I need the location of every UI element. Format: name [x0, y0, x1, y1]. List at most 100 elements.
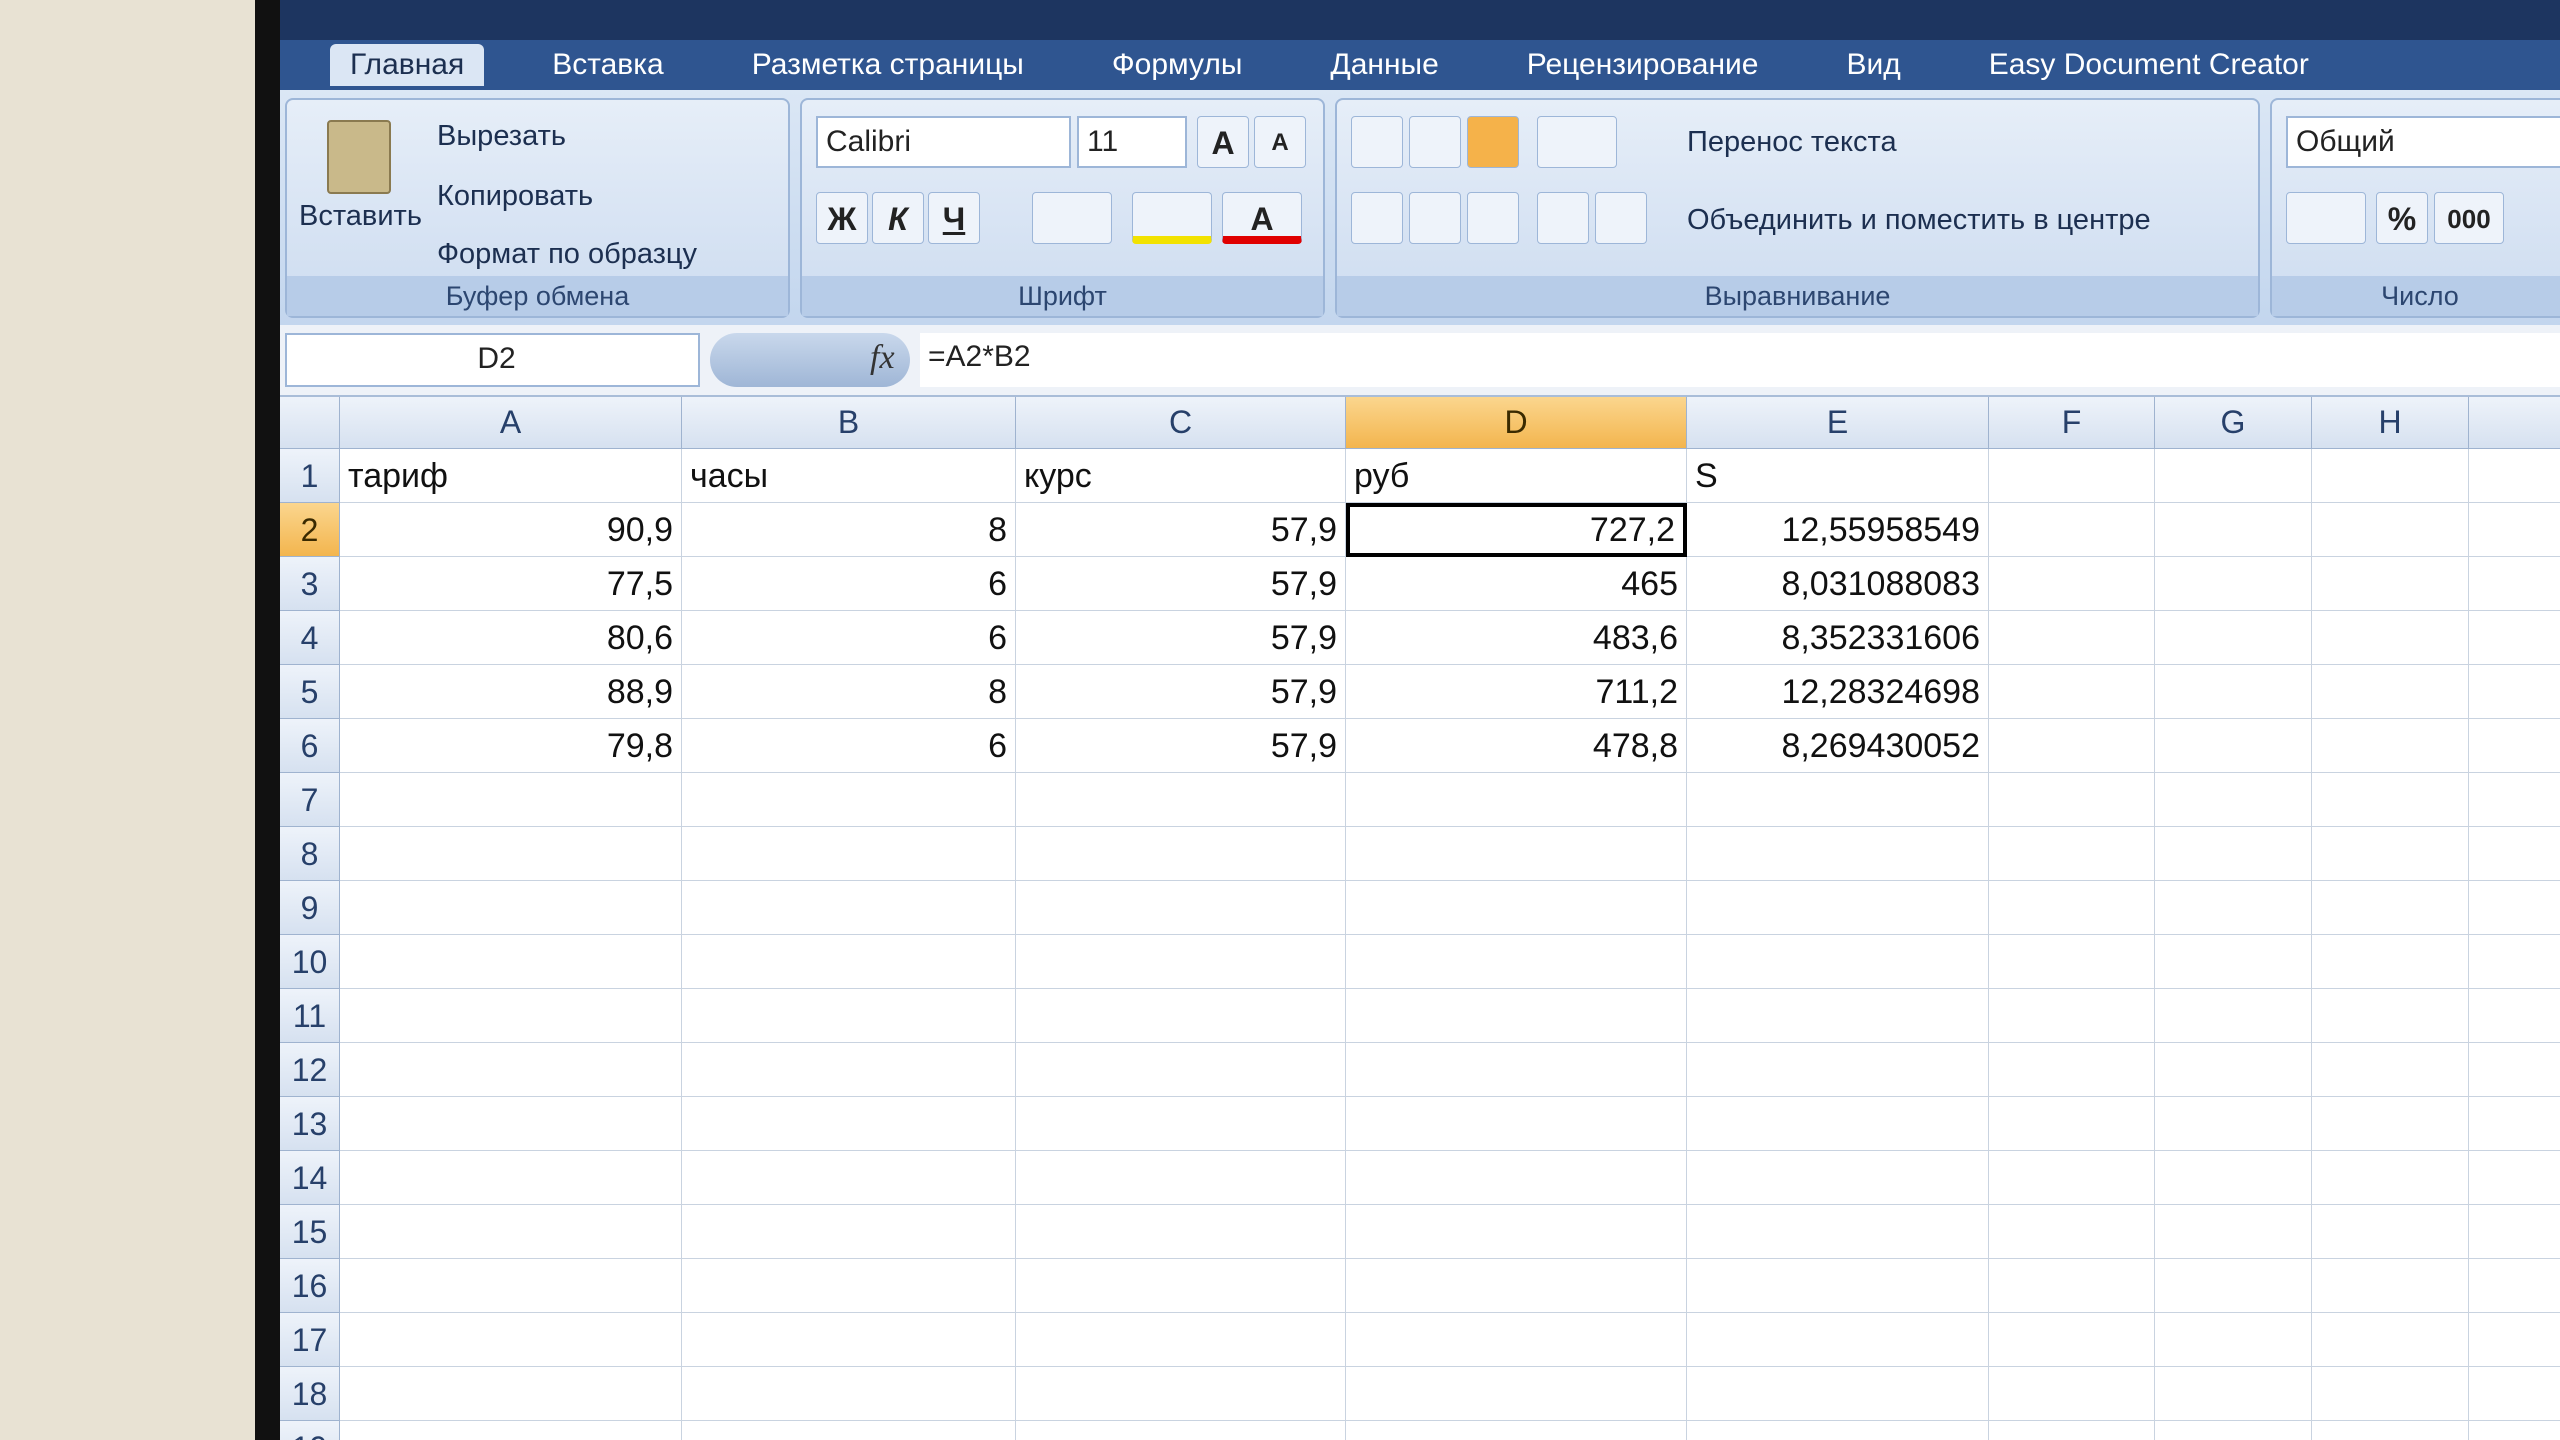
cell[interactable] [1016, 935, 1346, 989]
row-header[interactable]: 11 [280, 989, 340, 1043]
cell[interactable]: 57,9 [1016, 611, 1346, 665]
cell[interactable] [1016, 1097, 1346, 1151]
cell[interactable] [1989, 1097, 2155, 1151]
column-header[interactable]: F [1989, 397, 2155, 449]
cell[interactable] [2155, 719, 2312, 773]
cell[interactable] [2312, 1097, 2469, 1151]
active-cell[interactable]: 727,2 [1346, 503, 1687, 557]
ribbon-tab[interactable]: Главная [330, 44, 485, 86]
orientation-button[interactable] [1537, 116, 1617, 168]
cell[interactable] [2312, 1205, 2469, 1259]
cell[interactable]: 8,269430052 [1687, 719, 1989, 773]
align-left-button[interactable] [1351, 192, 1403, 244]
fx-button[interactable]: fx [870, 339, 895, 376]
cell[interactable] [682, 827, 1016, 881]
cell[interactable] [2469, 1421, 2560, 1440]
cell[interactable] [1016, 1259, 1346, 1313]
cell[interactable] [1989, 1043, 2155, 1097]
cell[interactable] [340, 1097, 682, 1151]
cell[interactable] [340, 827, 682, 881]
cell[interactable] [1346, 1205, 1687, 1259]
cell[interactable] [1016, 773, 1346, 827]
row-header[interactable]: 5 [280, 665, 340, 719]
align-right-button[interactable] [1467, 192, 1519, 244]
cell[interactable] [1016, 827, 1346, 881]
row-header[interactable]: 19 [280, 1421, 340, 1440]
name-box[interactable]: D2 [285, 333, 700, 387]
cell[interactable] [1346, 1421, 1687, 1440]
cell[interactable]: 6 [682, 557, 1016, 611]
cell[interactable]: 57,9 [1016, 719, 1346, 773]
cell[interactable]: 8 [682, 503, 1016, 557]
cell[interactable] [2155, 1151, 2312, 1205]
cell[interactable] [1687, 1043, 1989, 1097]
cell[interactable] [1989, 1259, 2155, 1313]
cell[interactable] [682, 1259, 1016, 1313]
cell[interactable] [340, 773, 682, 827]
cell[interactable] [340, 881, 682, 935]
cell[interactable] [2312, 503, 2469, 557]
cell[interactable] [1687, 881, 1989, 935]
cell[interactable] [2312, 1259, 2469, 1313]
cell[interactable] [1989, 881, 2155, 935]
cell[interactable] [1989, 557, 2155, 611]
ribbon-tab[interactable]: Формулы [1111, 48, 1243, 81]
cell[interactable]: 8,031088083 [1687, 557, 1989, 611]
cell[interactable] [2469, 1313, 2560, 1367]
cell[interactable]: руб [1346, 449, 1687, 503]
cell[interactable]: 12,55958549 [1687, 503, 1989, 557]
cell[interactable] [682, 881, 1016, 935]
cell[interactable] [340, 935, 682, 989]
cell[interactable] [1346, 1043, 1687, 1097]
cell[interactable] [1016, 881, 1346, 935]
cell[interactable] [1687, 1259, 1989, 1313]
cell[interactable] [2155, 1205, 2312, 1259]
cell[interactable] [682, 1205, 1016, 1259]
cell[interactable] [1687, 1097, 1989, 1151]
cell[interactable] [2155, 1043, 2312, 1097]
cell[interactable] [1687, 1421, 1989, 1440]
align-middle-button[interactable] [1409, 116, 1461, 168]
cell[interactable] [2312, 1421, 2469, 1440]
cell[interactable] [2469, 1151, 2560, 1205]
underline-button[interactable]: Ч [928, 192, 980, 244]
cell[interactable] [1016, 1043, 1346, 1097]
cell[interactable] [340, 1313, 682, 1367]
cell[interactable] [2155, 827, 2312, 881]
bold-button[interactable]: Ж [816, 192, 868, 244]
cell[interactable] [2312, 1367, 2469, 1421]
cell[interactable] [2155, 881, 2312, 935]
cell[interactable] [2469, 1259, 2560, 1313]
cell[interactable] [2312, 773, 2469, 827]
column-header[interactable]: G [2155, 397, 2312, 449]
cell[interactable] [682, 989, 1016, 1043]
cell[interactable] [682, 1367, 1016, 1421]
row-header[interactable]: 16 [280, 1259, 340, 1313]
cell[interactable] [2312, 989, 2469, 1043]
row-header[interactable]: 13 [280, 1097, 340, 1151]
cell[interactable] [1346, 989, 1687, 1043]
cell[interactable] [2155, 773, 2312, 827]
cell[interactable]: S [1687, 449, 1989, 503]
ribbon-tab[interactable]: Рецензирование [1526, 48, 1759, 81]
row-header[interactable]: 17 [280, 1313, 340, 1367]
cell[interactable] [340, 989, 682, 1043]
grow-font-button[interactable]: A [1197, 116, 1249, 168]
column-header[interactable]: I [2469, 397, 2560, 449]
cell[interactable] [1989, 611, 2155, 665]
cell[interactable] [2312, 1043, 2469, 1097]
cell[interactable] [682, 1313, 1016, 1367]
format-painter-button[interactable]: Формат по образцу [437, 238, 698, 270]
select-all[interactable] [280, 397, 340, 449]
cell[interactable] [340, 1151, 682, 1205]
cell[interactable] [2312, 935, 2469, 989]
cell[interactable]: тариф [340, 449, 682, 503]
column-header[interactable]: D [1346, 397, 1687, 449]
cell[interactable] [1687, 1151, 1989, 1205]
cell[interactable] [2312, 827, 2469, 881]
cell[interactable] [1016, 1313, 1346, 1367]
cell[interactable] [340, 1043, 682, 1097]
cell[interactable] [2155, 1367, 2312, 1421]
cell[interactable] [1346, 827, 1687, 881]
currency-button[interactable] [2286, 192, 2366, 244]
